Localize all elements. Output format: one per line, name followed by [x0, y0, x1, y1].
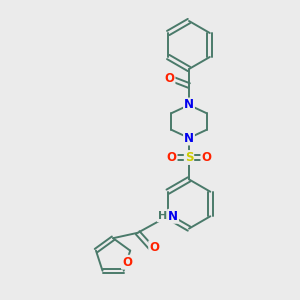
Text: N: N [184, 131, 194, 145]
Text: H: H [158, 211, 167, 221]
Text: O: O [122, 256, 132, 269]
Text: O: O [164, 71, 175, 85]
Text: S: S [185, 151, 193, 164]
Text: O: O [149, 241, 159, 254]
Text: O: O [167, 151, 177, 164]
Text: N: N [184, 98, 194, 112]
Text: O: O [201, 151, 212, 164]
Text: N: N [168, 210, 178, 223]
